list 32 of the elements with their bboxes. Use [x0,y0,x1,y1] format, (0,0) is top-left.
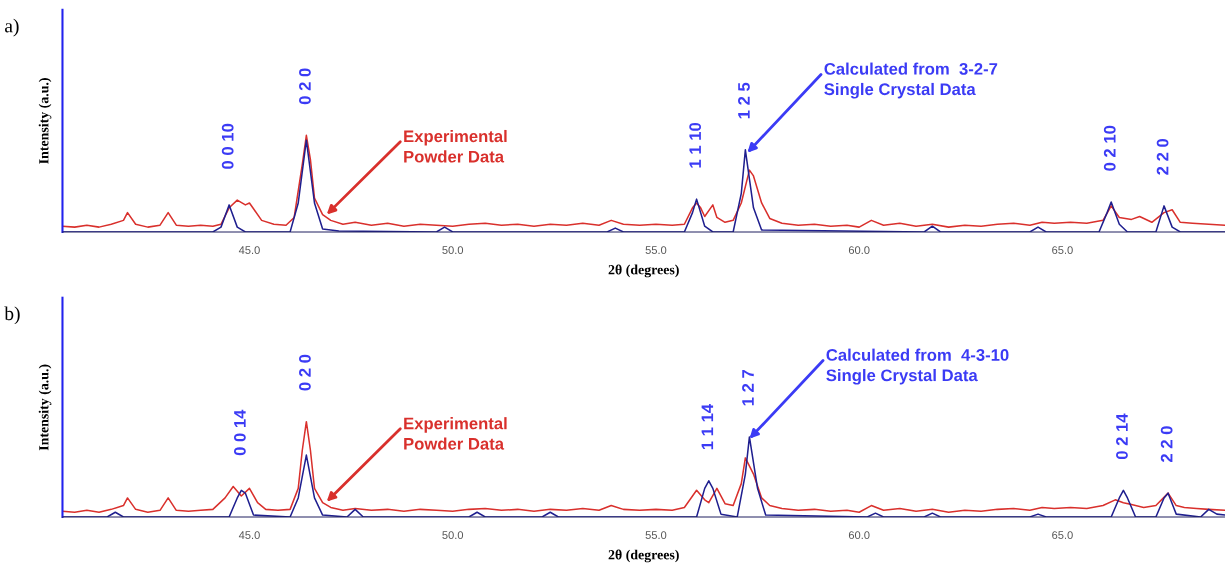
annotation: 1 1 14 [701,403,714,450]
annotation: 0 0 14 [234,409,246,456]
annotation: Calculated from 3-2-7 Single Crystal Data [824,62,998,99]
x-tick-label: 45.0 [238,531,260,540]
annotation: Calculated from 4-3-10 Single Crystal Data [826,348,1009,385]
y-axis-title: Intensity (a.u.) [38,78,52,164]
annotation: 1 1 10 [689,122,702,168]
x-tick-label: 50.0 [442,531,464,540]
x-tick-label: 65.0 [1052,246,1073,254]
annotation: Experimental Powder Data [404,129,507,163]
x-tick-label: 60.0 [848,246,870,254]
annotation: 0 2 0 [299,68,311,105]
chart-title: a) [5,18,19,37]
chart-title: b) [4,306,20,325]
x-tick-label: 45.0 [238,246,260,254]
x-tick-label: 65.0 [1052,531,1073,540]
annotation: 0 2 0 [299,354,311,391]
x-tick-label: 50.0 [442,246,464,254]
annotation: 0 2 14 [1116,413,1128,460]
x-tick-label: 55.0 [645,531,667,540]
x-tick-label: 55.0 [645,246,667,254]
x-axis-title: 2θ (degrees) [608,264,679,278]
annotation: 0 0 10 [221,123,234,169]
annotation: Experimental Powder Data [404,417,507,450]
x-tick-label: 60.0 [848,531,870,540]
annotation: 2 2 0 [1156,138,1169,175]
y-axis-title: Intensity (a.u.) [38,364,52,451]
annotation: 1 2 5 [738,82,750,119]
annotation: 2 2 0 [1160,426,1173,463]
annotation: 1 2 7 [742,370,754,406]
x-axis-title: 2θ (degrees) [608,549,679,563]
annotation: 0 2 10 [1103,125,1116,171]
